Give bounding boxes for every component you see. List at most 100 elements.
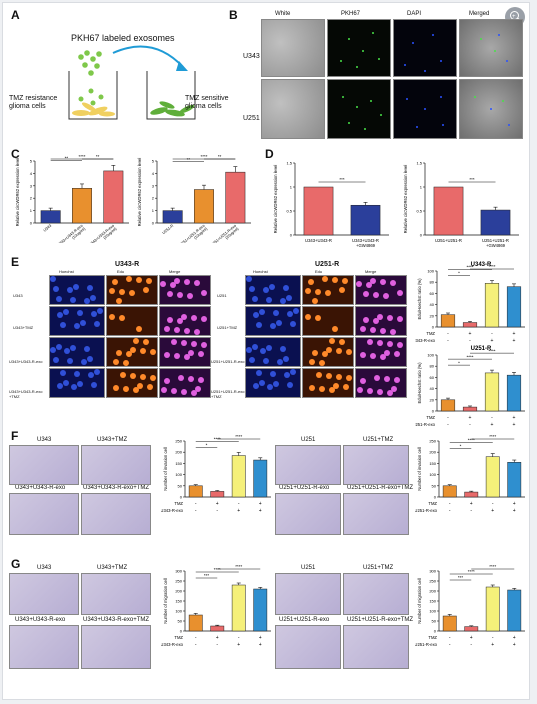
cell-nucleus [177,292,183,298]
g-left-image-1 [9,573,79,615]
y-tick-label: 20 [430,313,435,318]
y-tick-label: 200 [175,589,182,594]
bar [485,456,500,498]
g-left-label-3: U343+U343-R-exo [15,617,66,623]
tmz-row-label: TMZ [174,501,183,506]
cell-nucleus [109,288,115,294]
cell-nucleus [164,378,170,384]
cell-nucleus [194,280,200,286]
g-right-label-4: U251+U251-R-exo+TMZ [347,617,414,623]
exo-row-label: U343-R-exo [161,508,184,513]
cell-nucleus [322,276,328,282]
cell-nucleus [346,375,352,381]
bar [188,614,203,632]
cell-nucleus [177,318,183,324]
bar [507,589,522,632]
cell-nucleus [198,377,204,383]
cell-nucleus [373,318,379,324]
cell-nucleus [387,315,393,321]
tmz-sign: + [513,331,516,337]
e-image-tile [49,337,105,367]
e-image-tile [106,337,158,367]
y-tick-label: 250 [175,439,182,444]
y-axis-label: Number of invasion cell [163,447,168,491]
exo-sign: + [259,642,262,648]
category-label-line: +GW4869 [486,243,506,248]
cell-nucleus [71,384,77,390]
e-image-tile [106,275,158,305]
significance-label: * [458,271,460,276]
cell-nucleus [116,298,122,304]
cell-nucleus [146,278,152,284]
cell-nucleus [181,314,187,320]
cell-nucleus [336,348,342,354]
chart-g-u343: Number of migration cell 0 50 100 150 200 250 3… [161,565,271,648]
e-right-title: U251-R [315,261,340,268]
exo-sign: + [237,508,240,514]
significance-label: **** [489,435,496,439]
cell-nucleus [326,347,332,353]
category-label-line: U251-R [162,224,175,236]
cell-nucleus [120,372,126,378]
cell-nucleus [397,316,403,322]
b-u251-white [261,79,325,139]
cell-nucleus [342,278,348,284]
cell-nucleus [259,380,265,386]
significance-label: **** [468,438,475,443]
exo-sign: - [216,642,218,648]
bar [485,586,500,632]
cell-nucleus [380,354,386,360]
significance-label: *** [458,575,464,580]
cell-nucleus [387,341,393,347]
g-right-label-1: U251 [301,565,316,571]
exo-sign: - [447,422,449,428]
cell-nucleus [387,390,393,396]
y-axis-label: Edu/Hoechst ratio (%) [417,362,422,404]
e-right-col-merge: Merge [365,269,377,274]
cell-nucleus [283,285,289,291]
exo-sign: + [513,422,516,428]
cell-nucleus [113,359,119,365]
category-label-line: +GW4869 [356,243,376,248]
cell-nucleus [384,350,390,356]
e-image-tile [159,306,211,336]
exo-sign: + [491,422,494,428]
cell-nucleus [57,383,63,389]
significance-label: *** [339,177,345,182]
cell-nucleus [194,329,200,335]
cell-nucleus [357,387,363,393]
cell-nucleus [112,279,118,285]
bar [350,204,381,236]
chart-d-u251: Relative circWDR62 expression level 0 0.5 1… [403,161,519,248]
cell-nucleus [312,298,318,304]
cell-nucleus [363,291,369,297]
bar [188,485,203,498]
cell-nucleus [312,350,318,356]
e-image-tile [49,368,105,398]
tmz-sign: - [449,635,451,641]
cell-nucleus [308,279,314,285]
cell-nucleus [140,348,146,354]
g-left-image-2 [81,573,151,615]
cell-nucleus [356,281,362,287]
cell-nucleus [174,278,180,284]
y-tick-label: 1.5 [286,161,292,166]
cell-nucleus [273,310,279,316]
cell-nucleus [63,380,69,386]
cell-nucleus [259,309,265,315]
chart-title: U251-R [471,346,492,352]
panel-label-f: F [11,429,19,443]
category-label-line: U251+U251-R [435,238,462,243]
bar [462,322,478,328]
cell-nucleus [191,341,197,347]
cell-nucleus [167,317,173,323]
cell-nucleus [87,285,93,291]
significance-label: **** [78,154,85,159]
exo-sign: - [195,508,197,514]
b-col-white: White [275,11,291,17]
cell-nucleus [174,327,180,333]
y-tick-label: 1 [420,185,423,190]
b-u251-dapi [393,79,457,139]
f-left-image-3 [9,493,79,535]
significance-label: *** [469,177,475,182]
